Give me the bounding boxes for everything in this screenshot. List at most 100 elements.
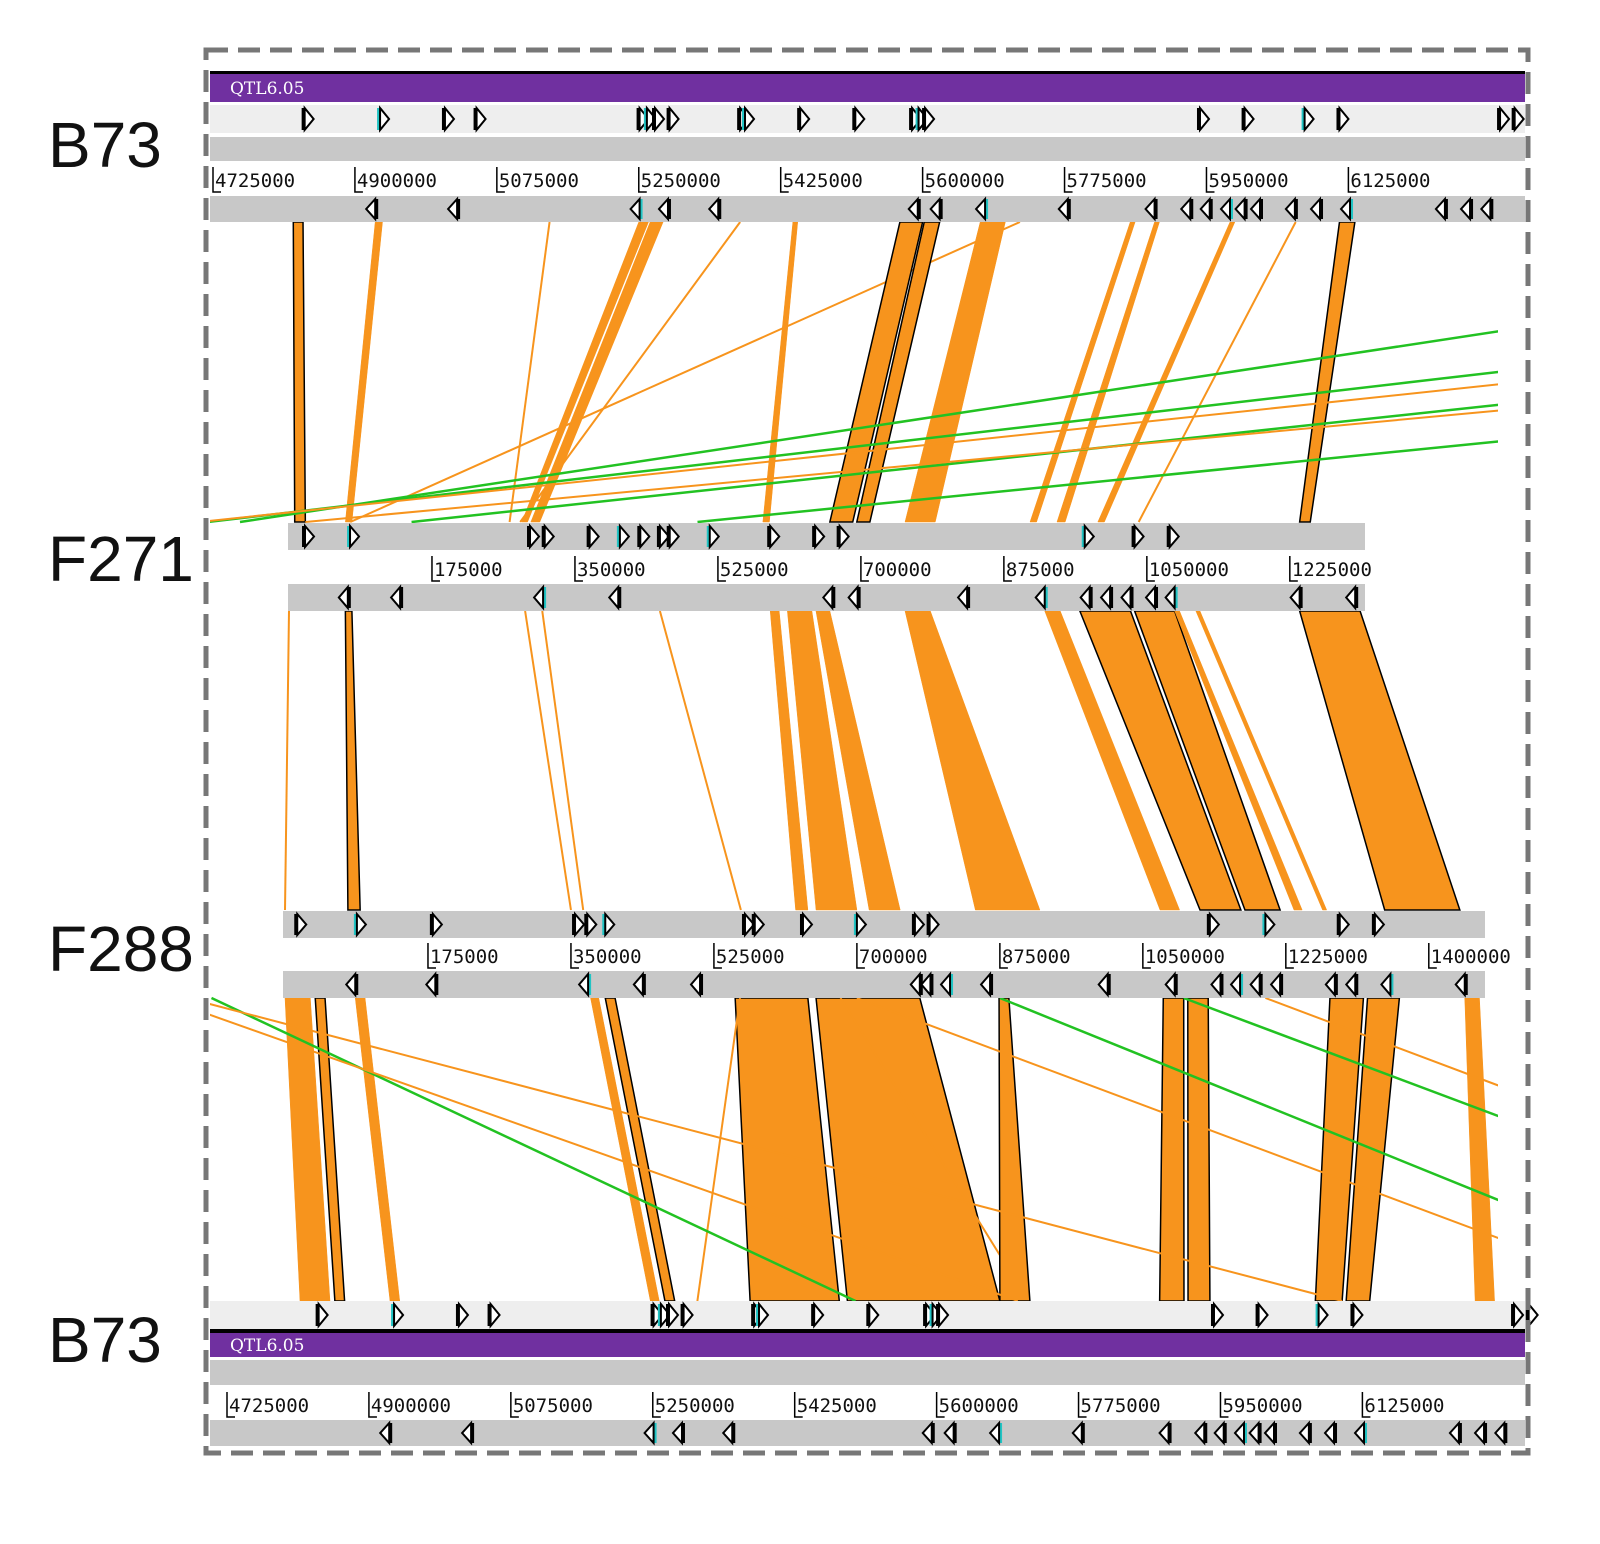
f288-reverse-gene[interactable] (1210, 971, 1224, 998)
b73-bottom-reverse-gene[interactable] (943, 1420, 957, 1446)
f271-forward-gene[interactable] (706, 523, 721, 550)
f271-reverse-gene[interactable] (1289, 584, 1303, 611)
f288-b73-match-line[interactable] (187, 998, 1343, 1302)
forward-track-b73-top[interactable] (210, 105, 1525, 133)
b73-top-reverse-gene[interactable] (1479, 196, 1494, 222)
f288-forward-gene[interactable] (429, 911, 444, 938)
b73-f271-match-block[interactable] (1298, 221, 1356, 523)
f271-forward-gene[interactable] (767, 523, 781, 550)
f288-reverse-gene[interactable] (1380, 971, 1394, 998)
f271-reverse-gene[interactable] (389, 584, 404, 611)
f288-b73-match-block[interactable] (1187, 997, 1211, 1302)
b73-bottom-reverse-gene[interactable] (1353, 1420, 1368, 1446)
f271-forward-gene[interactable] (1166, 523, 1181, 550)
b73-top-reverse-gene[interactable] (1339, 196, 1354, 222)
f271-forward-gene[interactable] (527, 523, 541, 550)
b73-top-reverse-gene[interactable] (1249, 196, 1264, 222)
f288-b73-match-line[interactable] (999, 996, 1600, 1301)
f288-b73-match-line[interactable] (210, 996, 857, 1303)
f271-reverse-gene[interactable] (1079, 584, 1093, 611)
b73-bottom-reverse-gene[interactable] (1213, 1420, 1227, 1446)
f271-forward-gene[interactable] (302, 523, 316, 550)
f288-b73-match-block[interactable] (604, 997, 676, 1302)
b73-top-forward-gene[interactable] (666, 105, 680, 133)
f271-forward-gene[interactable] (541, 523, 556, 550)
f288-forward-gene[interactable] (294, 911, 308, 938)
b73-bottom-forward-gene[interactable] (1210, 1301, 1225, 1329)
f288-b73-match-line[interactable] (1183, 996, 1600, 1301)
f288-reverse-gene[interactable] (344, 971, 359, 998)
b73-f271-match-line[interactable] (207, 222, 1600, 523)
b73-top-forward-gene[interactable] (1497, 105, 1511, 133)
b73-bottom-forward-gene[interactable] (936, 1301, 950, 1329)
f271-reverse-gene[interactable] (607, 584, 622, 611)
f288-reverse-gene[interactable] (1097, 971, 1111, 998)
f271-f288-match-block[interactable] (904, 610, 1041, 911)
b73-f271-match-line[interactable] (1137, 221, 1297, 523)
b73-top-forward-gene[interactable] (473, 105, 487, 133)
f271-f288-match-line[interactable] (524, 610, 572, 911)
b73-f271-match-line[interactable] (199, 222, 1600, 522)
f288-b73-match-block[interactable] (590, 997, 660, 1302)
f271-reverse-gene[interactable] (337, 584, 351, 611)
b73-top-reverse-gene[interactable] (1199, 196, 1213, 222)
b73-top-reverse-gene[interactable] (974, 196, 989, 222)
f288-reverse-gene[interactable] (1249, 971, 1263, 998)
b73-top-forward-gene[interactable] (301, 105, 315, 133)
f288-forward-gene[interactable] (1206, 911, 1221, 938)
f288-reverse-gene[interactable] (920, 971, 934, 998)
b73-bottom-reverse-gene[interactable] (1448, 1420, 1462, 1446)
b73-top-forward-gene[interactable] (1511, 105, 1525, 133)
b73-top-forward-gene[interactable] (1196, 105, 1211, 133)
b73-bottom-reverse-gene[interactable] (1473, 1420, 1488, 1446)
f288-reverse-gene[interactable] (577, 971, 592, 998)
annotation-track-b73-bottom[interactable] (210, 1333, 1525, 1357)
b73-f271-match-block[interactable] (292, 221, 307, 523)
b73-top-forward-gene[interactable] (922, 105, 936, 133)
f271-forward-gene[interactable] (637, 523, 651, 550)
b73-bottom-forward-gene[interactable] (1511, 1301, 1525, 1329)
b73-top-forward-gene[interactable] (441, 105, 456, 133)
f288-b73-match-block[interactable] (1464, 997, 1495, 1302)
b73-top-forward-gene[interactable] (1301, 105, 1315, 133)
b73-f271-match-line[interactable] (411, 222, 1600, 524)
f271-reverse-gene[interactable] (1120, 584, 1134, 611)
b73-top-forward-gene[interactable] (643, 105, 658, 133)
f288-forward-gene[interactable] (853, 911, 868, 938)
b73-top-reverse-gene[interactable] (907, 196, 921, 222)
b73-top-reverse-gene[interactable] (1309, 196, 1324, 222)
f288-reverse-gene[interactable] (632, 971, 646, 998)
f271-reverse-gene[interactable] (1344, 584, 1359, 611)
f288-reverse-gene[interactable] (1164, 971, 1178, 998)
b73-top-reverse-gene[interactable] (1234, 196, 1248, 222)
b73-bottom-reverse-gene[interactable] (378, 1420, 393, 1446)
b73-top-reverse-gene[interactable] (446, 196, 461, 222)
f288-forward-gene[interactable] (926, 911, 940, 938)
b73-bottom-forward-gene[interactable] (657, 1301, 672, 1329)
f271-forward-gene[interactable] (586, 523, 600, 550)
feature-track-b73-top[interactable] (210, 137, 1525, 161)
annotation-track-b73-top[interactable] (210, 74, 1525, 102)
f271-forward-gene[interactable] (836, 523, 850, 550)
f271-f288-match-line[interactable] (658, 610, 742, 911)
b73-bottom-reverse-gene[interactable] (1248, 1420, 1262, 1446)
f271-reverse-gene[interactable] (956, 584, 971, 611)
b73-top-forward-gene[interactable] (377, 105, 391, 133)
b73-top-forward-gene[interactable] (1241, 105, 1255, 133)
f288-forward-gene[interactable] (911, 911, 926, 938)
b73-bottom-reverse-gene[interactable] (1193, 1420, 1208, 1446)
f288-forward-gene[interactable] (1336, 911, 1351, 938)
f271-reverse-gene[interactable] (1099, 584, 1114, 611)
f288-reverse-gene[interactable] (1324, 971, 1338, 998)
f271-forward-gene[interactable] (616, 523, 631, 550)
b73-bottom-reverse-gene[interactable] (721, 1420, 736, 1446)
b73-bottom-forward-gene[interactable] (1525, 1301, 1539, 1329)
f288-forward-gene[interactable] (1262, 911, 1276, 938)
b73-f271-match-line[interactable] (508, 221, 551, 523)
reverse-track-f288[interactable] (283, 971, 1485, 998)
b73-bottom-forward-gene[interactable] (391, 1301, 405, 1329)
f288-reverse-gene[interactable] (979, 971, 994, 998)
f288-forward-gene[interactable] (572, 911, 586, 938)
b73-top-reverse-gene[interactable] (1144, 196, 1158, 222)
f288-b73-match-block[interactable] (815, 997, 1001, 1302)
